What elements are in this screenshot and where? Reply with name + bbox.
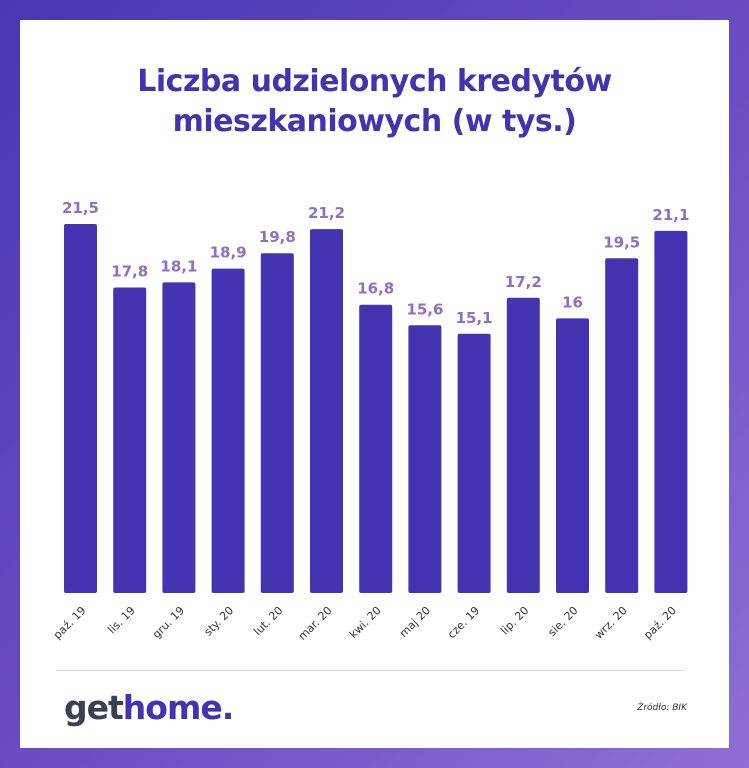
x-tick-label-7: maj 20 — [397, 604, 433, 640]
x-tick-label-9: lip. 20 — [498, 604, 531, 637]
value-label-8: 15,1 — [456, 309, 493, 327]
bar-3 — [211, 268, 245, 593]
x-tick-label-4: lut. 20 — [251, 604, 285, 638]
value-label-3: 18,9 — [210, 244, 247, 262]
logo-part-home: home. — [122, 688, 234, 727]
value-label-2: 18,1 — [160, 257, 197, 275]
bar-10 — [556, 318, 589, 593]
bar-11 — [605, 258, 639, 593]
value-label-7: 15,6 — [406, 300, 443, 318]
x-tick-label-2: gru. 19 — [150, 604, 187, 641]
bar-0 — [64, 224, 97, 593]
x-tick-label-10: sie. 20 — [546, 604, 581, 639]
chart-title-line-1: Liczba udzielonych kredytów — [137, 64, 612, 99]
x-tick-label-11: wrz. 20 — [592, 604, 630, 642]
value-label-12: 21,1 — [652, 206, 689, 224]
logo-part-get: get — [64, 688, 124, 727]
value-label-6: 16,8 — [357, 280, 394, 298]
bar-1 — [113, 287, 147, 593]
bar-5 — [310, 229, 343, 593]
x-tick-label-3: sty. 20 — [202, 604, 237, 639]
x-tick-label-0: paź. 19 — [51, 604, 89, 642]
x-tick-label-5: mar. 20 — [296, 604, 335, 643]
bar-9 — [506, 297, 540, 593]
value-label-10: 16 — [562, 293, 583, 311]
bar-8 — [457, 333, 491, 593]
bar-7 — [408, 325, 442, 593]
gethome-logo[interactable]: gethome. — [64, 688, 234, 727]
value-label-5: 21,2 — [308, 204, 345, 222]
chart-title-line-2: mieszkaniowych (w tys.) — [172, 104, 577, 139]
footer-divider — [56, 670, 686, 671]
source-note: Źródło: BIK — [637, 703, 687, 713]
bar-6 — [359, 304, 393, 593]
bar-chart: 21,5 paź. 19 17,8 lis. 19 18,1 gru. 19 18,9 sty… — [51, 199, 690, 643]
bar-12 — [654, 230, 688, 593]
value-label-1: 17,8 — [111, 263, 148, 281]
x-tick-label-6: kwi. 20 — [347, 604, 384, 641]
value-label-0: 21,5 — [62, 199, 99, 217]
value-label-9: 17,2 — [505, 273, 542, 291]
x-tick-label-8: cze. 19 — [445, 604, 482, 641]
x-tick-label-12: paź. 20 — [641, 604, 679, 642]
value-label-4: 19,8 — [259, 228, 296, 246]
bar-2 — [162, 282, 196, 593]
chart-title: Liczba udzielonych kredytów mieszkaniowy… — [0, 62, 749, 142]
x-tick-label-1: lis. 19 — [105, 604, 137, 636]
value-label-11: 19,5 — [603, 233, 640, 251]
bar-4 — [260, 253, 294, 593]
